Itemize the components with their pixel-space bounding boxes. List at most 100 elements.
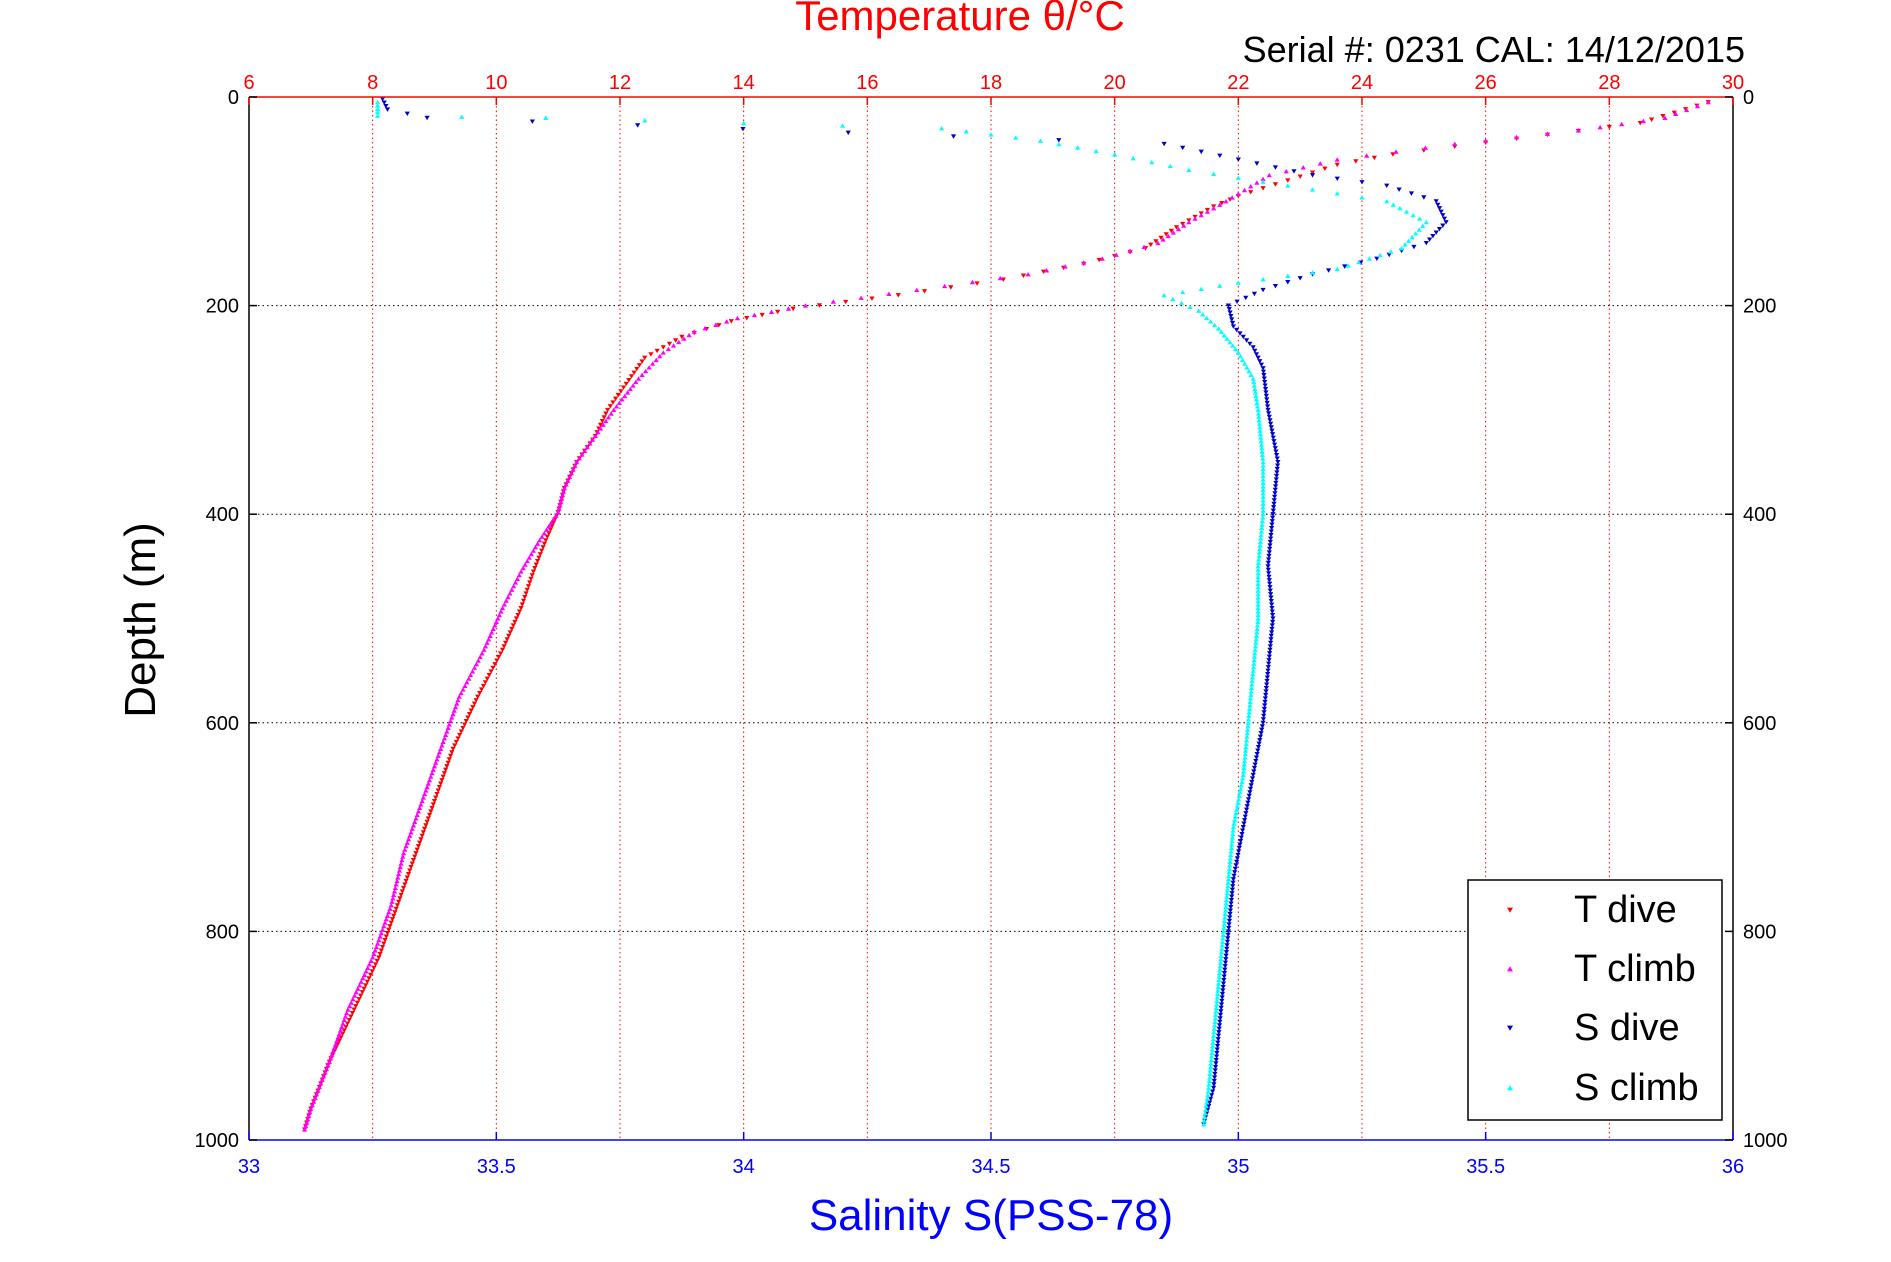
data-point xyxy=(424,784,430,790)
data-point xyxy=(399,857,405,863)
data-point xyxy=(1259,452,1266,458)
data-point xyxy=(1230,824,1236,830)
data-point xyxy=(409,861,415,866)
top-tick-label: 30 xyxy=(1722,72,1744,94)
data-point xyxy=(529,573,535,578)
data-point xyxy=(1262,383,1268,388)
data-point xyxy=(840,123,846,128)
data-point xyxy=(389,899,395,904)
data-point xyxy=(329,1052,335,1057)
data-point xyxy=(1205,1092,1211,1098)
data-point xyxy=(1427,237,1433,242)
data-point xyxy=(1226,866,1233,871)
data-point xyxy=(830,299,836,304)
data-point xyxy=(356,982,363,988)
data-point xyxy=(1213,1054,1220,1059)
data-point xyxy=(582,448,588,453)
data-point xyxy=(997,275,1003,281)
data-point xyxy=(1244,727,1251,732)
data-point xyxy=(1268,592,1274,597)
data-point xyxy=(673,338,679,343)
data-point xyxy=(1440,213,1446,218)
data-point xyxy=(1374,256,1380,262)
data-point xyxy=(1264,675,1270,680)
data-point xyxy=(372,948,378,953)
data-point xyxy=(623,381,629,387)
data-point xyxy=(628,374,635,379)
data-point xyxy=(1210,1043,1216,1049)
data-point xyxy=(1233,810,1239,816)
data-point xyxy=(1250,345,1256,350)
data-point xyxy=(444,729,450,734)
data-point xyxy=(492,662,498,667)
data-point xyxy=(546,531,552,536)
data-point xyxy=(1390,202,1396,207)
chart-title: Temperature θ/°C xyxy=(795,0,1125,39)
data-point xyxy=(1251,291,1258,297)
data-point xyxy=(1268,529,1274,534)
data-point xyxy=(423,823,429,828)
data-point xyxy=(525,584,532,589)
data-point xyxy=(363,983,369,988)
data-point xyxy=(1192,216,1198,221)
data-point xyxy=(1196,308,1202,313)
data-point xyxy=(344,1010,350,1016)
data-point xyxy=(1208,1057,1214,1063)
data-point xyxy=(845,130,851,136)
legend-label: T climb xyxy=(1574,948,1696,990)
data-point xyxy=(1256,741,1262,746)
data-point xyxy=(1221,922,1227,927)
data-point xyxy=(631,370,637,375)
data-point xyxy=(336,1031,342,1037)
data-point xyxy=(1274,456,1280,461)
data-point xyxy=(390,896,396,901)
data-point xyxy=(350,996,356,1002)
data-point xyxy=(1260,466,1266,472)
top-tick-label: 10 xyxy=(485,72,507,94)
left-tick-label: 800 xyxy=(206,921,239,943)
data-point xyxy=(1238,786,1244,791)
data-point xyxy=(377,934,383,939)
data-point xyxy=(1245,800,1251,806)
data-point xyxy=(1258,438,1264,444)
data-point xyxy=(459,114,465,119)
data-point xyxy=(506,633,512,639)
data-point xyxy=(1216,1023,1223,1028)
data-point xyxy=(1211,1029,1217,1035)
data-point xyxy=(1214,995,1220,1000)
data-point xyxy=(1265,560,1271,566)
bottom-tick-label: 34 xyxy=(733,1156,755,1178)
data-point xyxy=(417,805,423,811)
data-point xyxy=(1211,1085,1217,1091)
data-point xyxy=(1096,257,1102,263)
data-point xyxy=(666,341,673,347)
data-point xyxy=(1264,682,1270,687)
data-point xyxy=(1235,280,1241,285)
data-point xyxy=(422,826,428,832)
data-point xyxy=(519,602,525,607)
data-point xyxy=(1224,943,1230,948)
data-point xyxy=(1234,803,1240,809)
data-point xyxy=(400,854,406,859)
data-point xyxy=(1255,411,1262,416)
data-point xyxy=(1237,789,1243,795)
data-point xyxy=(1251,383,1257,388)
data-point xyxy=(499,605,506,611)
data-point xyxy=(1255,574,1261,579)
data-point xyxy=(572,463,578,468)
data-point xyxy=(1160,237,1166,242)
data-point xyxy=(477,654,483,660)
data-point xyxy=(1242,361,1248,366)
data-point xyxy=(1269,626,1275,632)
data-point xyxy=(1217,963,1223,969)
data-point xyxy=(1233,863,1239,868)
data-point xyxy=(486,637,492,642)
data-point xyxy=(1377,252,1383,258)
data-point xyxy=(1245,723,1251,729)
data-point xyxy=(446,757,452,762)
data-point xyxy=(1230,884,1236,889)
data-point xyxy=(536,555,542,560)
data-point xyxy=(612,396,619,402)
data-point xyxy=(1263,689,1269,694)
data-point xyxy=(1187,304,1193,309)
